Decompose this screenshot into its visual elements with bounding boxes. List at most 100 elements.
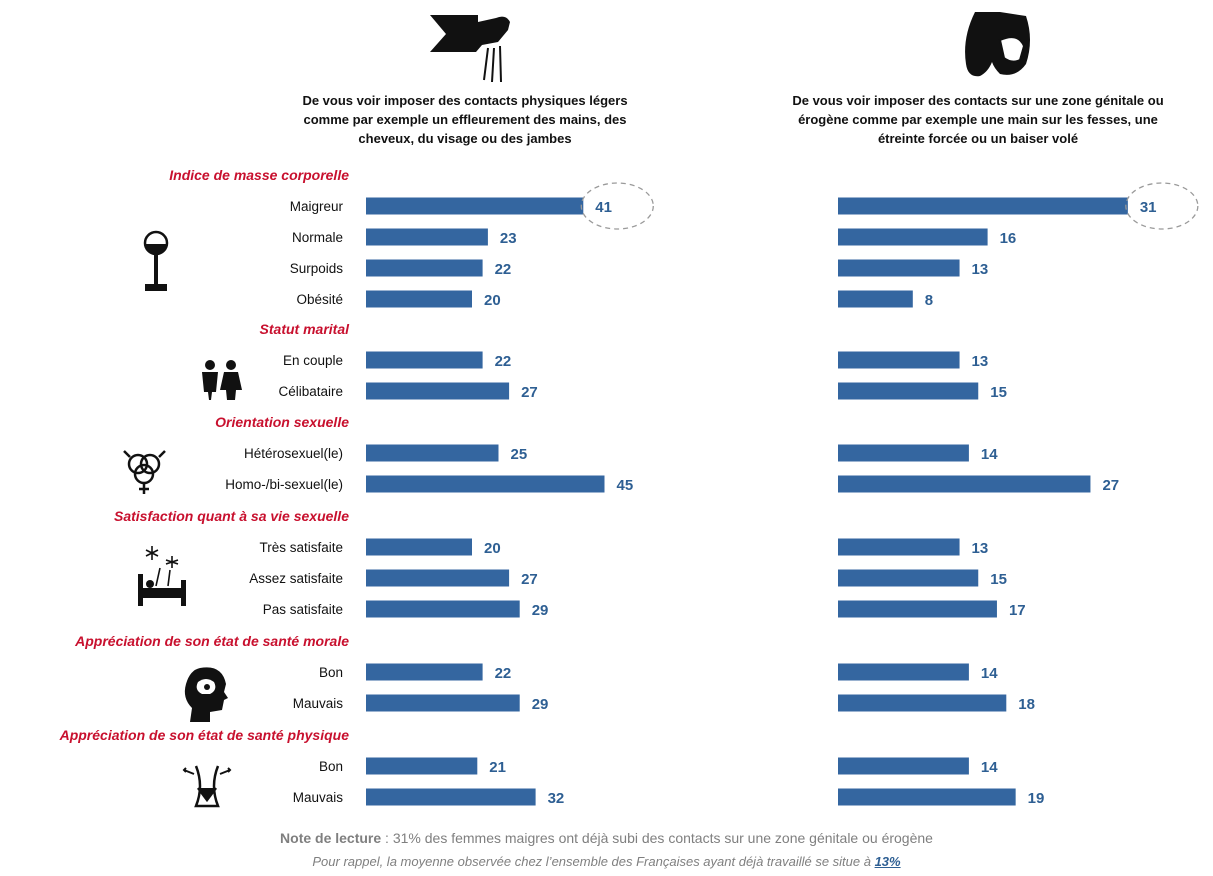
data-label: 21	[489, 759, 506, 776]
average-reminder: Pour rappel, la moyenne observée chez l’…	[0, 854, 1213, 869]
bar	[838, 757, 969, 775]
bar	[838, 197, 1128, 215]
buttocks-hand-icon	[965, 12, 1030, 77]
bar	[366, 600, 520, 618]
data-label: 41	[595, 199, 612, 216]
bar	[366, 694, 520, 712]
panel-1-title-line-3: cheveux, du visage ou des jambes	[358, 131, 571, 146]
average-reminder-value: 13%	[874, 854, 901, 869]
row-label: Hétérosexuel(le)	[244, 446, 343, 461]
data-label: 14	[981, 446, 998, 463]
data-label: 29	[532, 602, 549, 619]
bar	[366, 663, 483, 681]
highlight-circle	[580, 182, 654, 230]
gender-symbols-icon	[123, 450, 166, 494]
bar	[366, 569, 510, 587]
bar	[838, 788, 1016, 806]
data-label: 14	[981, 665, 998, 682]
data-label: 23	[500, 230, 517, 247]
bar	[366, 788, 536, 806]
data-label: 15	[990, 571, 1007, 588]
bar	[838, 475, 1091, 493]
bar	[366, 228, 488, 246]
bar	[838, 694, 1007, 712]
row-label: Très satisfaite	[259, 540, 343, 555]
row-label: Bon	[319, 759, 343, 774]
data-label: 27	[1102, 477, 1119, 494]
data-label: 18	[1018, 696, 1035, 713]
row-label: Pas satisfaite	[263, 602, 343, 617]
hand-touch-icon	[430, 15, 510, 83]
bar	[366, 757, 478, 775]
bar	[838, 538, 960, 556]
reading-note-label: Note de lecture	[280, 830, 382, 846]
data-label: 20	[484, 540, 501, 557]
row-label: Assez satisfaite	[249, 571, 343, 586]
group-title: Appréciation de son état de santé morale	[74, 633, 349, 649]
data-label: 8	[925, 292, 933, 309]
bar	[838, 569, 979, 587]
panel-1-title-line-2: comme par exemple un effleurement des ma…	[304, 112, 627, 127]
bar	[366, 259, 483, 277]
data-label: 13	[972, 353, 989, 370]
data-label: 45	[617, 477, 634, 494]
data-label: 25	[511, 446, 528, 463]
data-label: 13	[972, 540, 989, 557]
bar	[366, 475, 605, 493]
chart: De vous voir imposer des contacts physiq…	[59, 12, 1199, 808]
group-title: Statut marital	[260, 321, 351, 337]
bar	[366, 382, 510, 400]
panel-2-title-line-1: De vous voir imposer des contacts sur un…	[792, 93, 1163, 108]
data-label: 17	[1009, 602, 1026, 619]
group-title: Indice de masse corporelle	[169, 167, 349, 183]
data-label: 22	[495, 261, 512, 278]
data-label: 22	[495, 353, 512, 370]
bar	[838, 600, 997, 618]
bar	[838, 290, 913, 308]
data-label: 31	[1140, 199, 1157, 216]
data-label: 15	[990, 384, 1007, 401]
bar	[838, 663, 969, 681]
row-label: Surpoids	[290, 261, 344, 276]
data-label: 32	[548, 790, 565, 807]
row-label: Mauvais	[293, 790, 344, 805]
data-label: 22	[495, 665, 512, 682]
bar	[366, 290, 472, 308]
panel-1-title-line-1: De vous voir imposer des contacts physiq…	[302, 93, 627, 108]
bed-fireworks-icon	[138, 546, 186, 606]
bar	[366, 444, 499, 462]
scale-icon	[143, 230, 169, 291]
bar	[838, 382, 979, 400]
data-label: 29	[532, 696, 549, 713]
bar	[838, 444, 969, 462]
group-title: Satisfaction quant à sa vie sexuelle	[114, 508, 349, 524]
row-label: En couple	[283, 353, 343, 368]
body-shape-icon	[182, 765, 232, 808]
row-label: Maigreur	[290, 199, 344, 214]
bar	[838, 228, 988, 246]
panel-2-title-line-3: étreinte forcée ou un baiser volé	[878, 131, 1078, 146]
couple-icon	[202, 360, 242, 400]
row-label: Célibataire	[278, 384, 343, 399]
data-label: 19	[1028, 790, 1045, 807]
row-label: Obésité	[296, 292, 343, 307]
data-label: 14	[981, 759, 998, 776]
panel-2-title-line-2: érogène comme par exemple une main sur l…	[798, 112, 1158, 127]
bar	[366, 538, 472, 556]
average-reminder-text: Pour rappel, la moyenne observée chez l’…	[312, 854, 875, 869]
reading-note: Note de lecture : 31% des femmes maigres…	[0, 830, 1213, 846]
group-title: Orientation sexuelle	[215, 414, 349, 430]
highlight-circle	[1125, 182, 1199, 230]
data-label: 27	[521, 384, 538, 401]
group-title: Appréciation de son état de santé physiq…	[59, 727, 350, 743]
row-label: Bon	[319, 665, 343, 680]
row-label: Mauvais	[293, 696, 344, 711]
bar	[838, 351, 960, 369]
head-mind-icon	[184, 667, 228, 722]
bar	[366, 351, 483, 369]
data-label: 13	[972, 261, 989, 278]
data-label: 16	[1000, 230, 1017, 247]
data-label: 27	[521, 571, 538, 588]
bar	[838, 259, 960, 277]
row-label: Homo-/bi-sexuel(le)	[225, 477, 343, 492]
